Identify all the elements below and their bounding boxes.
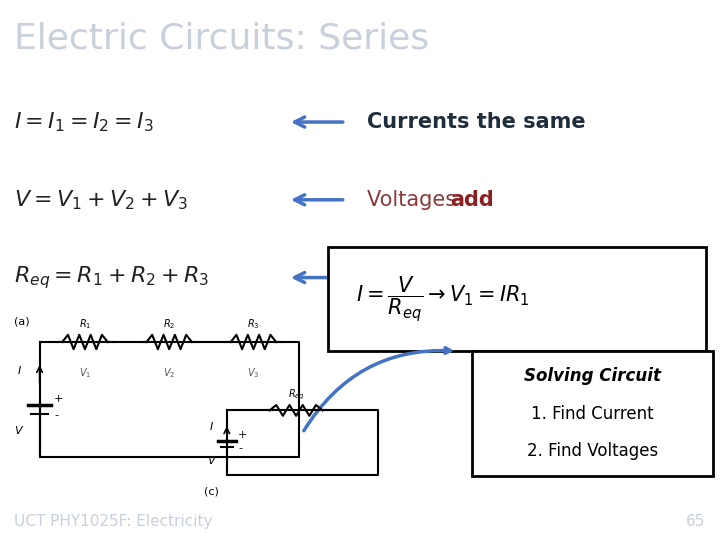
Text: Currents the same: Currents the same	[367, 112, 586, 132]
Text: Resistances: Resistances	[367, 267, 497, 288]
Text: $I$: $I$	[17, 363, 22, 376]
Text: $R_{eq}$: $R_{eq}$	[287, 388, 305, 402]
FancyBboxPatch shape	[472, 351, 713, 476]
Text: $R_3$: $R_3$	[247, 318, 260, 332]
Text: $R_2$: $R_2$	[163, 318, 176, 332]
Text: -: -	[54, 410, 58, 420]
Text: $I = I_1 = I_2 = I_3$: $I = I_1 = I_2 = I_3$	[14, 110, 154, 134]
Text: +: +	[238, 430, 248, 441]
FancyBboxPatch shape	[328, 247, 706, 351]
Text: Voltages: Voltages	[367, 190, 463, 210]
Text: $V_2$: $V_2$	[163, 367, 175, 380]
Text: $I = \dfrac{V}{R_{eq}} \rightarrow V_1 = IR_1$: $I = \dfrac{V}{R_{eq}} \rightarrow V_1 =…	[356, 274, 530, 324]
Text: $V$: $V$	[207, 454, 217, 467]
Text: $R_{eq} = R_1 + R_2 + R_3$: $R_{eq} = R_1 + R_2 + R_3$	[14, 264, 210, 291]
Text: $R_1$: $R_1$	[78, 318, 91, 332]
Text: UCT PHY1025F: Electricity: UCT PHY1025F: Electricity	[14, 514, 213, 529]
Text: 2. Find Voltages: 2. Find Voltages	[526, 442, 658, 460]
Text: $V = V_1 + V_2 + V_3$: $V = V_1 + V_2 + V_3$	[14, 188, 189, 212]
Text: $V_1$: $V_1$	[78, 367, 91, 380]
Text: add: add	[450, 190, 494, 210]
Text: +: +	[54, 395, 63, 404]
Text: 1. Find Current: 1. Find Current	[531, 404, 654, 423]
Text: -: -	[238, 443, 242, 454]
Text: 65: 65	[686, 514, 706, 529]
Text: add: add	[479, 267, 523, 288]
Text: Electric Circuits: Series: Electric Circuits: Series	[14, 22, 430, 56]
Text: (c): (c)	[204, 487, 219, 497]
Text: $V$: $V$	[14, 424, 24, 436]
Text: $V_3$: $V_3$	[247, 367, 260, 380]
Text: $I$: $I$	[210, 420, 214, 432]
Text: Solving Circuit: Solving Circuit	[523, 367, 661, 385]
Text: (a): (a)	[14, 317, 30, 327]
